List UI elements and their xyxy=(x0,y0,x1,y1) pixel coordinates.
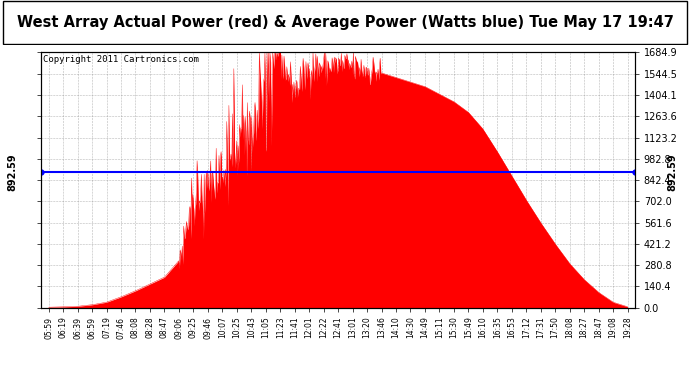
Text: Copyright 2011 Cartronics.com: Copyright 2011 Cartronics.com xyxy=(43,55,199,64)
FancyBboxPatch shape xyxy=(3,2,687,44)
Text: 892.59: 892.59 xyxy=(667,154,678,191)
Text: 892.59: 892.59 xyxy=(8,154,18,191)
Text: West Array Actual Power (red) & Average Power (Watts blue) Tue May 17 19:47: West Array Actual Power (red) & Average … xyxy=(17,15,673,30)
